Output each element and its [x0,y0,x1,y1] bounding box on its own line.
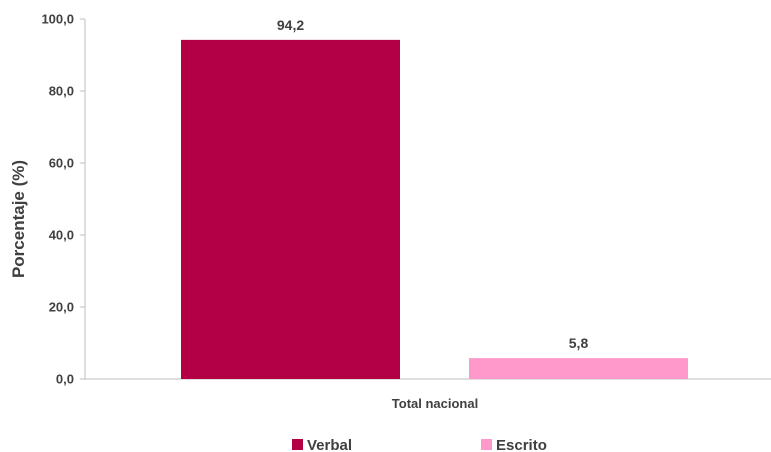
legend-label-verbal: Verbal [307,437,352,452]
y-tick-label: 80,0 [49,84,74,99]
bar-verbal [181,39,400,379]
data-label-escrito: 5,8 [569,335,589,351]
y-tick-label: 100,0 [41,12,74,27]
bar-escrito [469,358,688,379]
x-category-label: Total nacional [392,396,478,411]
data-label-verbal: 94,2 [277,17,304,33]
y-axis-ticks: 0,0 20,0 40,0 60,0 80,0 100,0 [41,12,85,387]
legend: Verbal Escrito [292,437,547,452]
y-tick-label: 0,0 [56,372,74,387]
y-tick-label: 20,0 [49,300,74,315]
y-tick-label: 40,0 [49,228,74,243]
legend-swatch-verbal [292,439,303,450]
legend-label-escrito: Escrito [496,437,547,452]
y-tick-label: 60,0 [49,156,74,171]
legend-swatch-escrito [481,439,492,450]
bars-group [181,39,688,379]
data-labels-group: 94,2 5,8 [277,17,589,351]
y-axis-title: Porcentaje (%) [9,160,28,278]
